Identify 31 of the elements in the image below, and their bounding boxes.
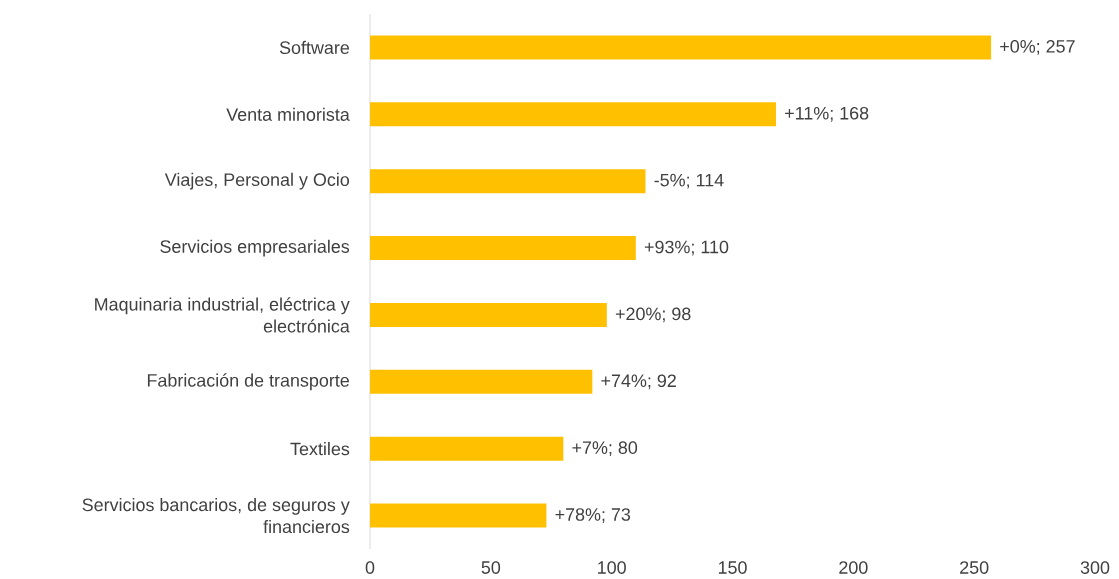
x-tick-label: 50 — [481, 561, 501, 574]
y-tick-label: Viajes, Personal y Ocio — [164, 172, 350, 190]
y-tick-label: Software — [279, 40, 350, 55]
x-tick-label: 150 — [718, 561, 747, 574]
data-label: +78%; 73 — [555, 508, 631, 523]
data-label: +93%; 110 — [644, 240, 729, 256]
y-tick-label: Servicios bancarios, de seguros y financieros — [82, 498, 350, 534]
y-tick-label: Fabricación de transporte — [147, 373, 349, 391]
y-tick-label: Textiles — [290, 442, 350, 456]
bar — [370, 102, 776, 127]
bar — [370, 369, 593, 394]
bar — [370, 169, 646, 194]
y-tick-label: Servicios empresariales — [160, 239, 350, 257]
data-label: -5%; 114 — [654, 173, 724, 189]
bar — [370, 35, 992, 60]
data-label: +7%; 80 — [572, 441, 638, 457]
bar — [370, 503, 547, 528]
bar — [370, 436, 564, 461]
data-label: +20%; 98 — [615, 307, 691, 323]
x-tick-label: 200 — [839, 561, 868, 574]
data-label: +74%; 92 — [601, 374, 676, 390]
y-tick-label: Venta minorista — [226, 107, 350, 121]
x-tick-label: 0 — [365, 561, 375, 574]
bar — [370, 236, 636, 261]
data-label: +11%; 168 — [785, 106, 869, 122]
x-tick-label: 100 — [598, 561, 626, 574]
x-tick-label: 300 — [1080, 561, 1110, 574]
y-tick-label: Maquinaria industrial, eléctrica y electrónica — [95, 297, 350, 333]
data-label: +0%; 257 — [1000, 40, 1075, 55]
bar — [370, 302, 607, 327]
x-tick-label: 250 — [960, 561, 989, 574]
